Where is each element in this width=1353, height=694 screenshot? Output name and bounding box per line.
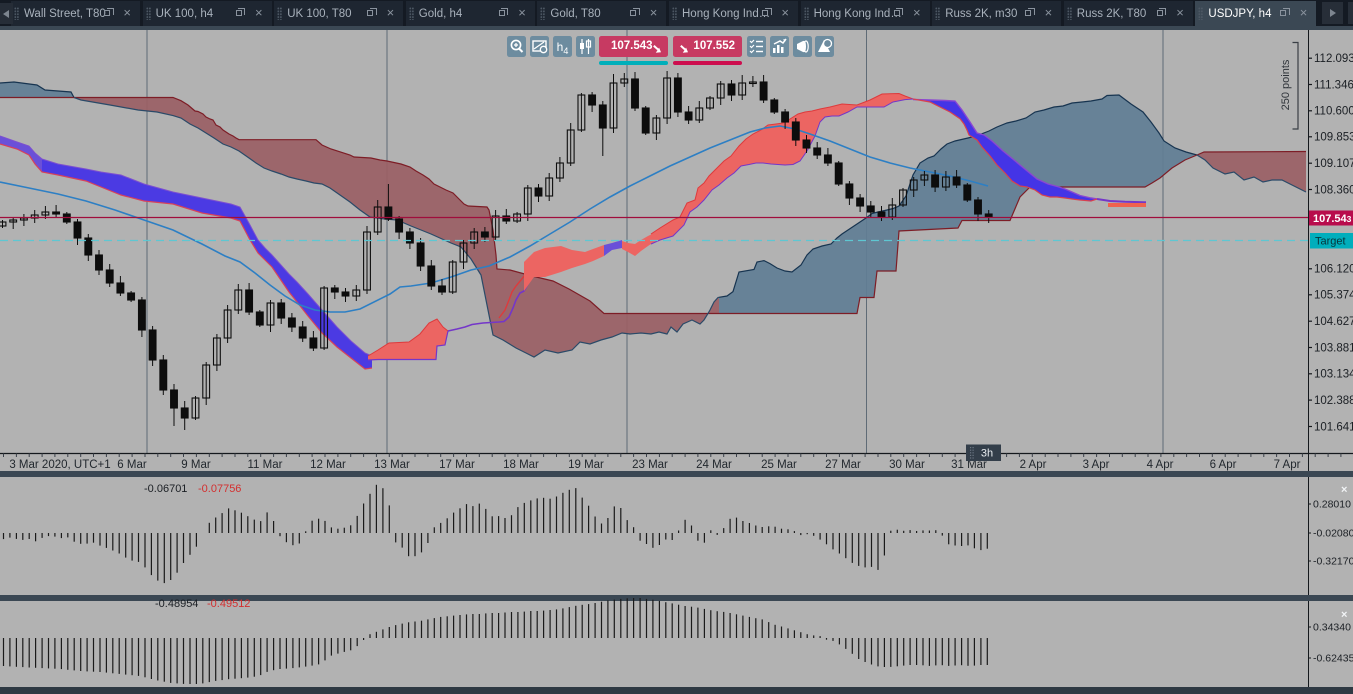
svg-text:-0.49512: -0.49512 [207,598,250,610]
svg-text:-0.32170: -0.32170 [1313,556,1353,568]
svg-text:-0.48954: -0.48954 [155,598,198,610]
svg-text:102.388: 102.388 [1314,395,1353,407]
svg-text:3 Mar 2020, UTC+1: 3 Mar 2020, UTC+1 [9,459,110,471]
svg-text:110.600: 110.600 [1314,106,1353,118]
svg-text:2 Apr: 2 Apr [1020,459,1047,471]
svg-text:104.627: 104.627 [1314,316,1353,328]
svg-text:3h: 3h [981,448,993,460]
svg-text:250 points: 250 points [1280,59,1292,110]
svg-text:9 Mar: 9 Mar [181,459,211,471]
svg-text:103.134: 103.134 [1314,369,1353,381]
svg-text:101.641: 101.641 [1314,421,1353,433]
svg-text:-0.07756: -0.07756 [198,483,241,495]
svg-text:106.120: 106.120 [1314,264,1353,276]
svg-text:112.093: 112.093 [1314,53,1353,65]
svg-text:0.34340: 0.34340 [1313,622,1351,634]
svg-text:18 Mar: 18 Mar [503,459,539,471]
svg-text:111.346: 111.346 [1314,79,1353,91]
svg-text:24 Mar: 24 Mar [696,459,732,471]
svg-text:0.28010: 0.28010 [1313,499,1351,511]
svg-text:105.374: 105.374 [1314,290,1353,302]
svg-text:11 Mar: 11 Mar [248,459,283,471]
svg-text:13 Mar: 13 Mar [374,459,410,471]
svg-text:17 Mar: 17 Mar [439,459,475,471]
svg-text:Target: Target [1315,236,1346,248]
svg-text:108.360: 108.360 [1314,184,1353,196]
svg-text:27 Mar: 27 Mar [825,459,861,471]
svg-text:7 Apr: 7 Apr [1274,459,1301,471]
svg-text:103.881: 103.881 [1314,342,1353,354]
svg-text:12 Mar: 12 Mar [310,459,346,471]
svg-text:-0.02080: -0.02080 [1313,528,1353,540]
svg-text:107.543: 107.543 [1313,213,1352,225]
svg-text:6 Mar: 6 Mar [117,459,147,471]
svg-text:30 Mar: 30 Mar [889,459,925,471]
svg-text:4 Apr: 4 Apr [1147,459,1174,471]
svg-text:109.853: 109.853 [1314,132,1353,144]
svg-text:6 Apr: 6 Apr [1210,459,1237,471]
svg-text:19 Mar: 19 Mar [568,459,604,471]
svg-text:109.107: 109.107 [1314,158,1353,170]
svg-text:25 Mar: 25 Mar [761,459,797,471]
svg-text:×: × [1341,609,1347,621]
svg-text:-0.06701: -0.06701 [144,483,187,495]
svg-text:31 Mar: 31 Mar [951,459,987,471]
svg-text:-0.62435: -0.62435 [1313,653,1353,665]
svg-text:23 Mar: 23 Mar [632,459,668,471]
svg-text:3 Apr: 3 Apr [1083,459,1110,471]
svg-text:×: × [1341,484,1347,496]
